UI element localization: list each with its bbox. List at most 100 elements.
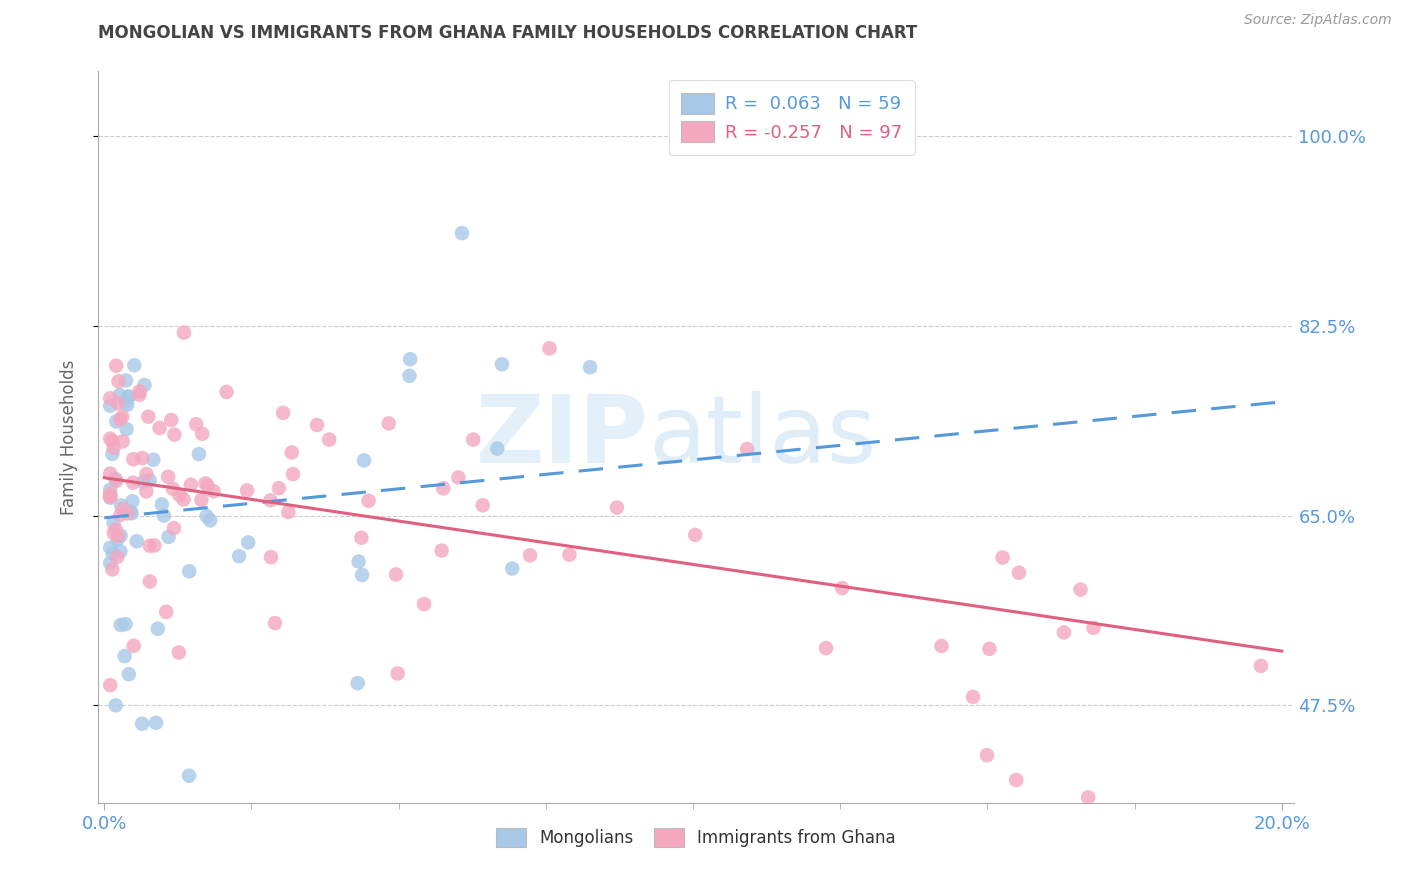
Point (197, 479, 219, 493)
Point (1070, 582, 1092, 597)
Point (103, 516, 125, 530)
Point (186, 417, 208, 431)
Point (451, 226, 474, 240)
Point (135, 467, 157, 481)
Point (128, 384, 150, 399)
Point (264, 616, 287, 631)
Point (107, 374, 129, 388)
Point (139, 539, 162, 553)
Point (318, 433, 340, 447)
Point (215, 384, 238, 399)
Point (108, 388, 131, 402)
Point (353, 453, 375, 467)
Point (98, 487, 121, 501)
Point (1053, 625, 1076, 640)
Point (447, 470, 470, 484)
Point (114, 394, 136, 409)
Point (120, 504, 142, 518)
Point (281, 467, 304, 482)
Point (173, 492, 195, 507)
Point (122, 452, 145, 467)
Point (115, 374, 138, 388)
Point (177, 769, 200, 783)
Point (143, 539, 166, 553)
Point (110, 499, 132, 513)
Point (115, 422, 138, 436)
Point (346, 676, 368, 690)
Point (200, 513, 222, 527)
Point (352, 568, 374, 582)
Point (350, 531, 373, 545)
Point (103, 526, 125, 541)
Point (98, 391, 121, 405)
Point (125, 534, 148, 549)
Legend: Mongolians, Immigrants from Ghana: Mongolians, Immigrants from Ghana (482, 814, 910, 860)
Point (1077, 790, 1099, 805)
Point (132, 475, 155, 489)
Point (118, 389, 141, 403)
Point (387, 666, 409, 681)
Point (1008, 566, 1031, 580)
Point (105, 415, 128, 429)
Point (606, 500, 628, 515)
Point (110, 508, 132, 522)
Point (114, 649, 136, 664)
Point (187, 447, 209, 461)
Point (107, 396, 129, 410)
Point (111, 434, 134, 449)
Text: MONGOLIAN VS IMMIGRANTS FROM GHANA FAMILY HOUSEHOLDS CORRELATION CHART: MONGOLIAN VS IMMIGRANTS FROM GHANA FAMIL… (98, 24, 918, 42)
Point (180, 477, 202, 491)
Point (162, 482, 184, 496)
Point (163, 521, 186, 535)
Point (118, 667, 141, 681)
Text: ZIP: ZIP (475, 391, 648, 483)
Point (163, 427, 186, 442)
Point (962, 690, 984, 704)
Point (179, 564, 201, 578)
Point (491, 357, 513, 371)
Point (117, 391, 139, 405)
Point (107, 529, 129, 543)
Point (101, 547, 124, 561)
Point (991, 550, 1014, 565)
Point (501, 561, 523, 575)
Point (259, 493, 281, 508)
Point (105, 359, 128, 373)
Point (398, 368, 420, 383)
Point (1083, 621, 1105, 635)
Text: atlas: atlas (648, 391, 876, 483)
Point (131, 451, 153, 466)
Point (169, 488, 191, 502)
Point (124, 358, 146, 372)
Point (190, 492, 212, 507)
Point (98, 399, 121, 413)
Point (377, 417, 399, 431)
Point (104, 698, 127, 713)
Point (98, 467, 121, 481)
Point (160, 413, 183, 427)
Point (432, 481, 454, 495)
Point (110, 528, 132, 542)
Point (128, 388, 150, 402)
Point (101, 434, 124, 448)
Point (558, 548, 581, 562)
Point (107, 533, 129, 547)
Point (138, 473, 160, 487)
Point (101, 562, 124, 576)
Point (271, 406, 294, 420)
Point (98, 490, 121, 504)
Point (976, 748, 998, 763)
Point (121, 494, 143, 508)
Point (145, 715, 167, 730)
Point (110, 412, 132, 426)
Point (150, 497, 173, 511)
Point (471, 498, 494, 512)
Point (195, 509, 218, 524)
Point (122, 475, 145, 490)
Point (236, 483, 259, 498)
Point (1250, 658, 1272, 673)
Point (114, 617, 136, 632)
Point (146, 622, 169, 636)
Point (931, 639, 953, 653)
Point (735, 442, 758, 456)
